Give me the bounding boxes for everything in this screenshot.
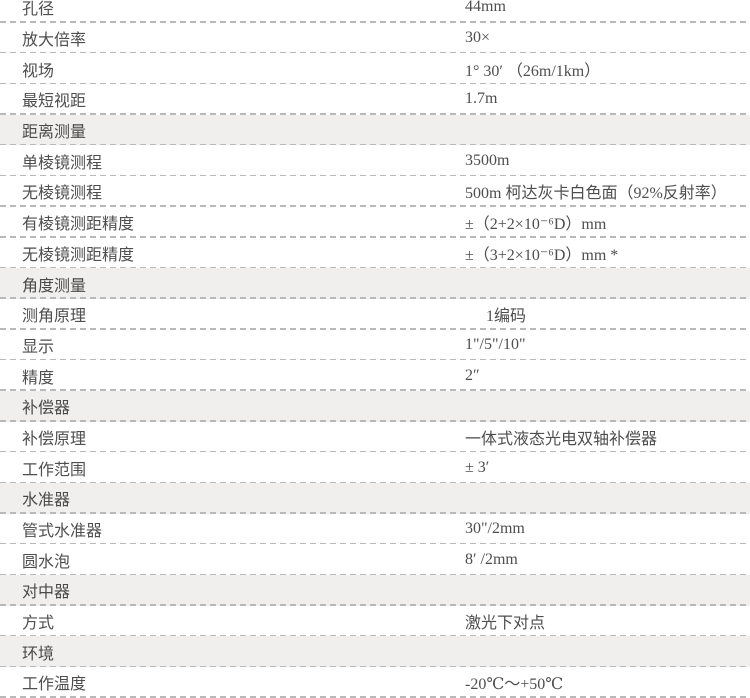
- section-title: 水准器: [22, 492, 71, 510]
- spec-row: 工作温度 -20℃～+50℃: [0, 667, 750, 698]
- spec-row: 补偿原理 一体式液态光电双轴补偿器: [0, 422, 750, 453]
- section-header-row: 对中器: [0, 575, 750, 606]
- section-title: 补偿器: [22, 400, 71, 418]
- spec-value: 500m 柯达灰卡白色面（92%反射率）: [465, 185, 727, 203]
- spec-value: ± 3′: [465, 458, 490, 476]
- spec-row: 精度 2″: [0, 360, 750, 391]
- spec-row: 最短视距 1.7m: [0, 84, 750, 115]
- spec-value: ±（3+2×10⁻⁶D）mm *: [465, 246, 619, 264]
- spec-row: 显示 1"/5"/10": [0, 330, 750, 361]
- spec-value: 3500m: [465, 151, 510, 169]
- spec-value: 1° 30′ （26m/1km）: [465, 62, 601, 80]
- spec-value: 1"/5"/10": [465, 335, 526, 353]
- spec-value: 2″: [465, 366, 480, 384]
- section-title: 距离测量: [22, 124, 87, 142]
- spec-label: 补偿原理: [22, 430, 87, 448]
- spec-label: 工作范围: [22, 461, 87, 479]
- spec-label: 有棱镜测距精度: [22, 216, 135, 234]
- spec-value: 30×: [465, 29, 491, 47]
- section-header-row: 补偿器: [0, 390, 750, 422]
- spec-value: 1.7m: [465, 90, 498, 108]
- section-header-row: 水准器: [0, 483, 750, 514]
- section-header-row: 环境: [0, 636, 750, 668]
- section-title: 环境: [22, 645, 55, 663]
- spec-value: 一体式液态光电双轴补偿器: [465, 430, 658, 448]
- spec-label: 视场: [22, 62, 55, 80]
- section-header-row: 角度测量: [0, 268, 750, 299]
- spec-row: 视场 1° 30′ （26m/1km）: [0, 53, 750, 84]
- spec-value: 44mm: [465, 0, 506, 16]
- spec-value: 激光下对点: [465, 615, 546, 633]
- spec-label: 无棱镜测距精度: [22, 246, 135, 264]
- spec-label: 方式: [22, 615, 55, 633]
- spec-label: 管式水准器: [22, 523, 103, 541]
- spec-value: 1编码: [486, 308, 527, 326]
- spec-row: 方式 激光下对点: [0, 606, 750, 637]
- spec-row: 圆水泡 8′ /2mm: [0, 544, 750, 575]
- spec-value: ±（2+2×10⁻⁶D）mm: [465, 216, 607, 234]
- spec-label: 单棱镜测程: [22, 154, 103, 172]
- spec-row: 单棱镜测程 3500m: [0, 145, 750, 176]
- spec-row: 测角原理 1编码: [0, 299, 750, 330]
- spec-label: 工作温度: [22, 676, 87, 694]
- spec-row: 有棱镜测距精度 ±（2+2×10⁻⁶D）mm: [0, 207, 750, 238]
- spec-label: 放大倍率: [22, 32, 87, 50]
- section-header-row: 距离测量: [0, 114, 750, 146]
- spec-label: 精度: [22, 369, 55, 387]
- spec-label: 显示: [22, 338, 55, 356]
- spec-row: 无棱镜测距精度 ±（3+2×10⁻⁶D）mm *: [0, 238, 750, 269]
- spec-row: 无棱镜测程 500m 柯达灰卡白色面（92%反射率）: [0, 176, 750, 207]
- spec-value: -20℃～+50℃: [465, 676, 564, 694]
- spec-label: 圆水泡: [22, 553, 71, 571]
- spec-row: 孔径 44mm: [0, 0, 750, 23]
- spec-value: 8′ /2mm: [465, 550, 518, 568]
- section-title: 角度测量: [22, 277, 87, 295]
- spec-label: 无棱镜测程: [22, 185, 103, 203]
- section-title: 对中器: [22, 584, 71, 602]
- spec-label: 最短视距: [22, 93, 87, 111]
- spec-row: 工作范围 ± 3′: [0, 452, 750, 483]
- spec-row: 管式水准器 30"/2mm: [0, 514, 750, 545]
- spec-label: 测角原理: [22, 308, 87, 326]
- spec-value: 30"/2mm: [465, 520, 525, 538]
- spec-row: 放大倍率 30×: [0, 23, 750, 54]
- spec-label: 孔径: [22, 1, 55, 19]
